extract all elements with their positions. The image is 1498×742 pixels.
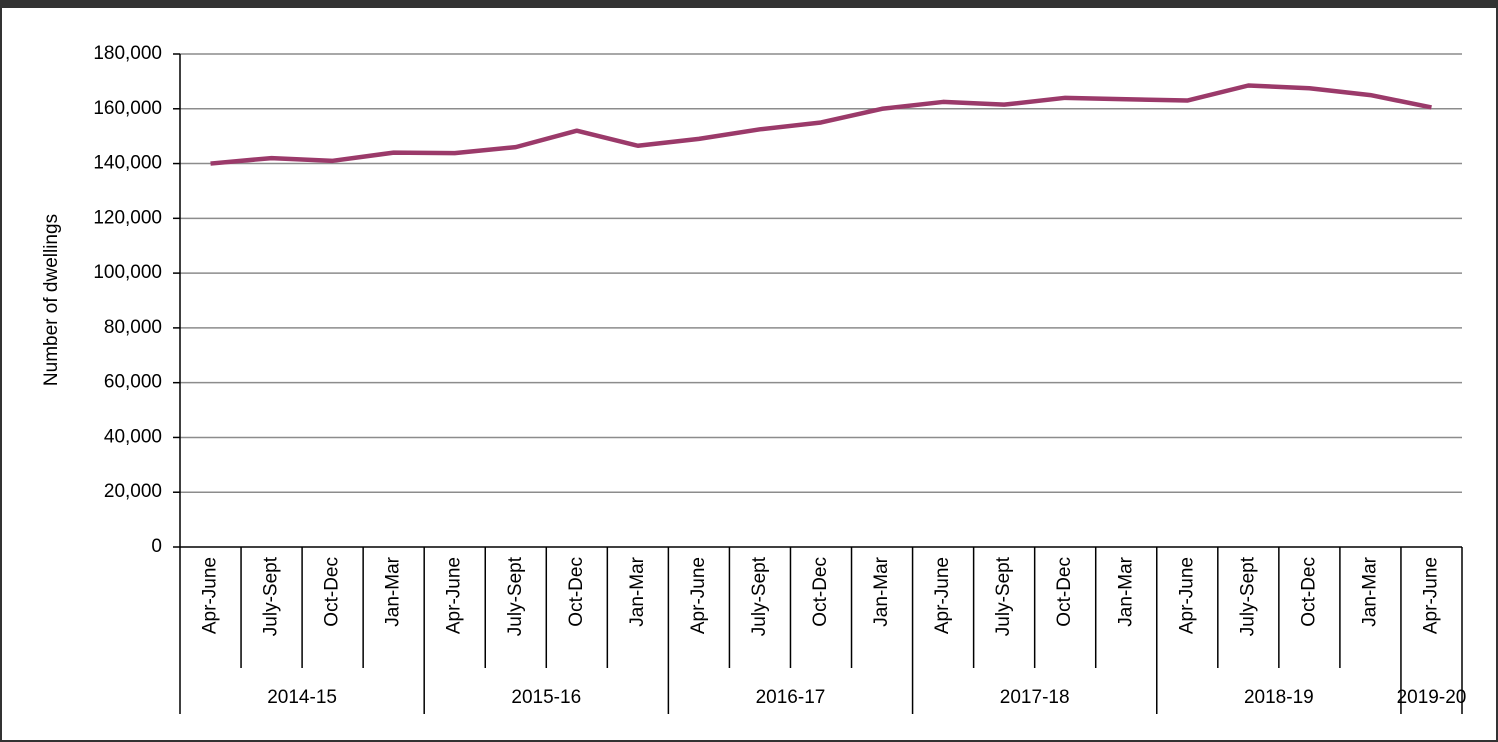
x-tick-label: July-Sept (993, 556, 1014, 636)
x-tick-label: Jan-Mar (383, 556, 404, 626)
header-bar (0, 0, 1498, 8)
x-tick-label: Apr-June (1420, 557, 1441, 634)
y-tick-label: 180,000 (93, 43, 162, 64)
x-tick-label: Apr-June (932, 557, 953, 634)
x-tick-label: Oct-Dec (1054, 557, 1075, 627)
group-label: 2019-20 (1397, 687, 1467, 708)
x-tick-label: Apr-June (1176, 557, 1197, 634)
y-axis-label: Number of dwellings (41, 214, 62, 386)
y-tick-label: 160,000 (93, 98, 162, 119)
x-tick-label: Jan-Mar (627, 556, 648, 626)
x-tick-label: July-Sept (261, 556, 282, 636)
group-label: 2017-18 (1000, 687, 1070, 708)
group-label: 2015-16 (511, 687, 581, 708)
x-tick-label: Oct-Dec (1298, 557, 1319, 627)
x-tick-label: Oct-Dec (810, 557, 831, 627)
y-tick-label: 40,000 (104, 426, 162, 447)
y-tick-label: 60,000 (104, 372, 162, 393)
x-tick-label: July-Sept (505, 556, 526, 636)
data-line (210, 83, 1432, 166)
y-tick-label: 140,000 (93, 153, 162, 174)
y-tick-label: 120,000 (93, 207, 162, 228)
y-tick-label: 100,000 (93, 262, 162, 283)
y-tick-label: 20,000 (104, 481, 162, 502)
x-tick-label: Apr-June (444, 557, 465, 634)
x-tick-label: Apr-June (688, 557, 709, 634)
x-tick-label: Oct-Dec (322, 557, 343, 627)
x-tick-label: Apr-June (200, 557, 221, 634)
group-label: 2018-19 (1244, 687, 1314, 708)
x-tick-label: Jan-Mar (1115, 556, 1136, 626)
x-tick-label: July-Sept (749, 556, 770, 636)
group-label: 2016-17 (756, 687, 826, 708)
x-tick-label: Jan-Mar (1359, 556, 1380, 626)
group-label: 2014-15 (267, 687, 337, 708)
x-tick-label: Jan-Mar (871, 556, 892, 626)
x-tick-label: Oct-Dec (566, 557, 587, 627)
y-tick-label: 0 (151, 536, 162, 557)
y-tick-label: 80,000 (104, 317, 162, 338)
x-tick-label: July-Sept (1237, 556, 1258, 636)
